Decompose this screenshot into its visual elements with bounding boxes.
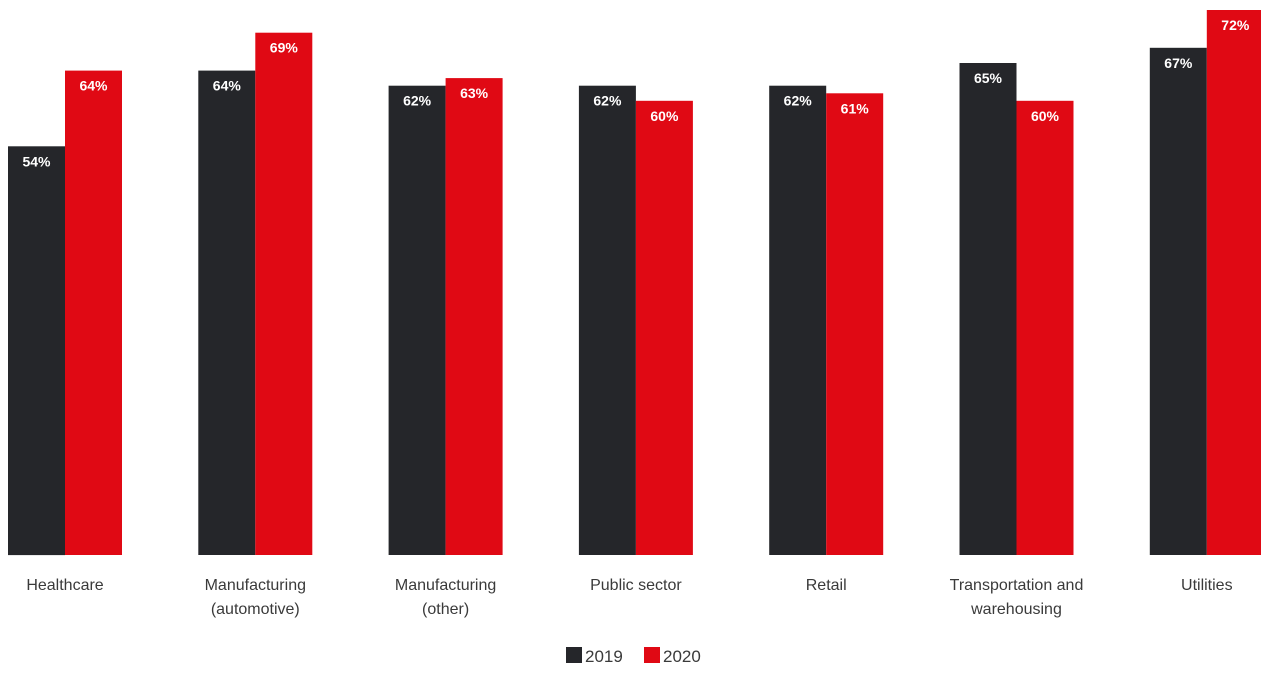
bar-2020-4 (826, 93, 884, 556)
value-label-2020-2: 63% (460, 85, 489, 101)
bar-2019-3 (578, 85, 636, 555)
value-label-2019-2: 62% (403, 93, 432, 109)
bars-layer (8, 10, 1261, 556)
bar-2020-5 (1016, 100, 1074, 556)
value-label-2020-0: 64% (79, 78, 108, 94)
bar-2019-6 (1149, 47, 1207, 556)
bar-2019-5 (959, 63, 1017, 555)
category-label-6: Utilities (1181, 577, 1233, 594)
legend: 2019 2020 (566, 647, 701, 666)
value-label-2019-5: 65% (974, 70, 1003, 86)
bar-2020-2 (445, 78, 503, 555)
value-label-2020-1: 69% (270, 40, 299, 56)
value-label-2020-5: 60% (1031, 108, 1060, 124)
value-label-2019-1: 64% (213, 78, 242, 94)
bar-2020-6 (1206, 10, 1261, 555)
value-labels-layer: 54% 64% 64% 69% 62% 63% 62% 60% 62% 61% 65% 60% 67% 7… (22, 17, 1249, 169)
value-label-2019-0: 54% (22, 153, 51, 169)
bar-2020-1 (255, 32, 313, 555)
category-label-5: Transportation and warehousing (950, 577, 1084, 618)
value-label-2020-4: 61% (841, 100, 870, 116)
value-label-2020-6: 72% (1221, 17, 1250, 33)
bar-2020-0 (65, 70, 122, 555)
legend-swatch-2019 (566, 647, 582, 663)
bar-2019-4 (769, 85, 827, 555)
bar-2019-1 (198, 70, 256, 555)
legend-label-2020: 2020 (663, 647, 701, 666)
value-label-2019-3: 62% (593, 93, 622, 109)
category-label-1: Manufacturing (automotive) (205, 577, 306, 618)
value-label-2020-3: 60% (650, 108, 679, 124)
bar-2020-3 (635, 100, 693, 556)
bar-2019-2 (388, 85, 446, 555)
category-label-3: Public sector (590, 577, 682, 594)
bar-2019-0 (8, 146, 65, 556)
category-label-2: Manufacturing (other) (395, 577, 496, 618)
value-label-2019-6: 67% (1164, 55, 1193, 71)
category-label-0: Healthcare (26, 577, 103, 594)
category-labels-layer: Healthcare Manufacturing (automotive) Manuf… (26, 577, 1232, 618)
legend-swatch-2020 (644, 647, 660, 663)
value-label-2019-4: 62% (784, 93, 813, 109)
legend-label-2019: 2019 (585, 647, 623, 666)
category-label-4: Retail (806, 577, 847, 594)
